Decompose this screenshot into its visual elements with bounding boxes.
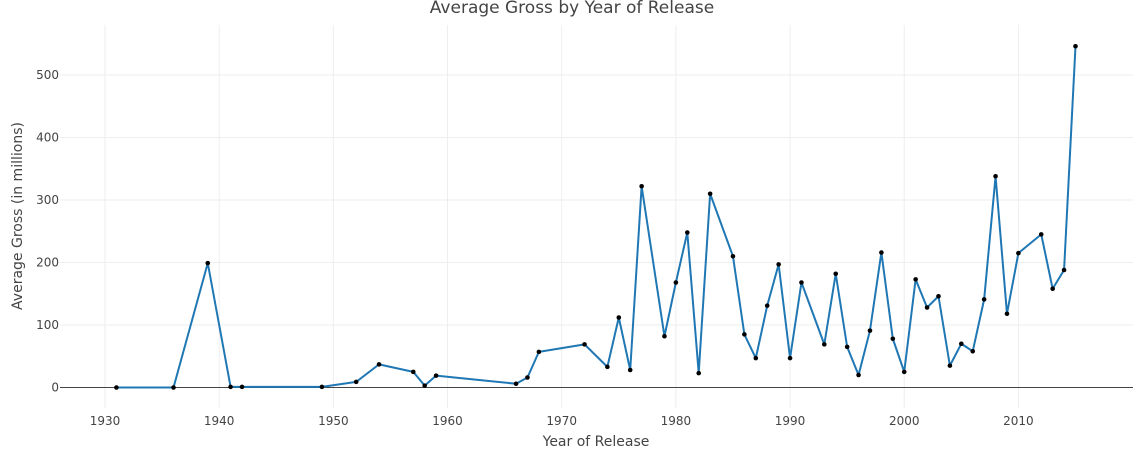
- data-point[interactable]: [730, 253, 736, 259]
- series-line: [116, 46, 1077, 389]
- data-point[interactable]: [936, 293, 941, 299]
- series-group: [114, 43, 1078, 390]
- data-point[interactable]: [822, 342, 827, 347]
- data-point[interactable]: [890, 336, 896, 342]
- data-point[interactable]: [867, 328, 873, 333]
- data-point[interactable]: [684, 230, 690, 235]
- data-point[interactable]: [981, 297, 987, 302]
- data-point[interactable]: [433, 373, 439, 378]
- x-tick-label: 2010: [1003, 414, 1034, 428]
- data-point[interactable]: [901, 369, 907, 375]
- x-axis-title: Year of Release: [542, 434, 650, 450]
- data-point[interactable]: [947, 363, 953, 368]
- axes: 1930 1940 1950 1960 1970 1980 1990 2000 2010 0 100…: [36, 68, 1133, 428]
- data-point[interactable]: [1061, 267, 1067, 273]
- data-point[interactable]: [764, 303, 770, 308]
- data-point[interactable]: [536, 349, 542, 355]
- data-point[interactable]: [833, 271, 839, 277]
- data-point[interactable]: [639, 183, 644, 189]
- y-tick-label: 300: [36, 193, 59, 207]
- data-point[interactable]: [627, 367, 633, 373]
- y-tick-label: 0: [51, 381, 59, 395]
- data-point[interactable]: [753, 355, 759, 361]
- grid-lines: [60, 25, 1133, 408]
- data-point[interactable]: [376, 362, 382, 367]
- data-point[interactable]: [1073, 43, 1078, 49]
- data-point[interactable]: [616, 315, 622, 320]
- y-axis-title: Average Gross (in millions): [10, 122, 26, 310]
- data-point[interactable]: [913, 277, 918, 282]
- x-tick-label: 1930: [90, 414, 121, 428]
- x-tick-label: 1960: [432, 414, 463, 428]
- x-tick-label: 1980: [661, 414, 692, 428]
- data-point[interactable]: [525, 375, 530, 380]
- data-point[interactable]: [844, 344, 850, 350]
- data-point[interactable]: [742, 332, 747, 337]
- data-point[interactable]: [353, 379, 359, 385]
- data-point[interactable]: [513, 381, 519, 387]
- data-point[interactable]: [582, 342, 587, 347]
- data-point[interactable]: [787, 355, 793, 361]
- data-point[interactable]: [1004, 311, 1010, 317]
- data-point[interactable]: [662, 333, 667, 339]
- data-point[interactable]: [239, 384, 245, 390]
- x-tick-label: 1970: [546, 414, 577, 428]
- data-point[interactable]: [171, 385, 176, 390]
- data-point[interactable]: [707, 191, 713, 197]
- data-point[interactable]: [605, 364, 610, 370]
- x-tick-label: 1940: [204, 414, 235, 428]
- data-point[interactable]: [319, 384, 325, 390]
- x-tick-label: 2000: [889, 414, 920, 428]
- data-point[interactable]: [114, 385, 119, 390]
- x-tick-label: 1950: [318, 414, 349, 428]
- data-point[interactable]: [856, 372, 861, 378]
- y-tick-label: 100: [36, 318, 59, 332]
- data-point[interactable]: [1038, 232, 1044, 237]
- data-point[interactable]: [696, 370, 702, 376]
- data-point[interactable]: [993, 173, 998, 179]
- data-point[interactable]: [205, 260, 211, 266]
- data-point[interactable]: [879, 250, 884, 255]
- y-tick-label: 200: [36, 256, 59, 270]
- data-point[interactable]: [422, 383, 427, 388]
- data-point[interactable]: [1016, 250, 1021, 256]
- y-tick-label: 500: [36, 68, 59, 82]
- x-tick-label: 1990: [775, 414, 806, 428]
- chart-title: Average Gross by Year of Release: [430, 0, 714, 18]
- data-point[interactable]: [410, 369, 416, 375]
- data-point[interactable]: [1050, 286, 1055, 292]
- data-point[interactable]: [673, 280, 679, 285]
- data-point[interactable]: [959, 341, 964, 347]
- data-point[interactable]: [799, 280, 804, 285]
- data-point[interactable]: [228, 384, 233, 390]
- data-point[interactable]: [970, 348, 976, 354]
- data-point[interactable]: [776, 262, 781, 267]
- y-tick-label: 400: [36, 131, 59, 145]
- data-point[interactable]: [924, 305, 930, 310]
